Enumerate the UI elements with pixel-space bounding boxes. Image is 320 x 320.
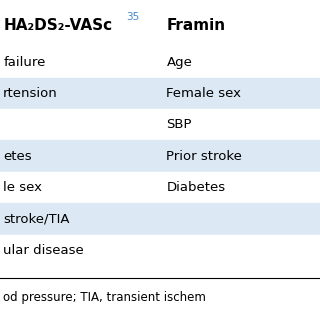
Bar — [0, 235, 320, 266]
Text: ular disease: ular disease — [3, 244, 84, 257]
Text: od pressure; TIA, transient ischem: od pressure; TIA, transient ischem — [3, 291, 206, 304]
Text: Diabetes: Diabetes — [166, 181, 226, 194]
Text: le sex: le sex — [3, 181, 42, 194]
Text: Prior stroke: Prior stroke — [166, 150, 242, 163]
Text: Female sex: Female sex — [166, 87, 241, 100]
Bar — [0, 78, 320, 109]
Text: Framin: Framin — [166, 18, 226, 33]
Bar — [0, 203, 320, 235]
Text: 35: 35 — [126, 12, 140, 22]
Text: stroke/TIA: stroke/TIA — [3, 212, 70, 225]
Text: failure: failure — [3, 56, 45, 68]
Text: SBP: SBP — [166, 118, 192, 131]
Bar — [0, 0, 320, 46]
Bar — [0, 172, 320, 203]
Text: HA₂DS₂-VASc: HA₂DS₂-VASc — [3, 18, 112, 33]
Text: rtension: rtension — [3, 87, 58, 100]
Text: etes: etes — [3, 150, 32, 163]
Bar — [0, 46, 320, 78]
Text: Age: Age — [166, 56, 192, 68]
Bar — [0, 109, 320, 140]
Bar — [0, 140, 320, 172]
